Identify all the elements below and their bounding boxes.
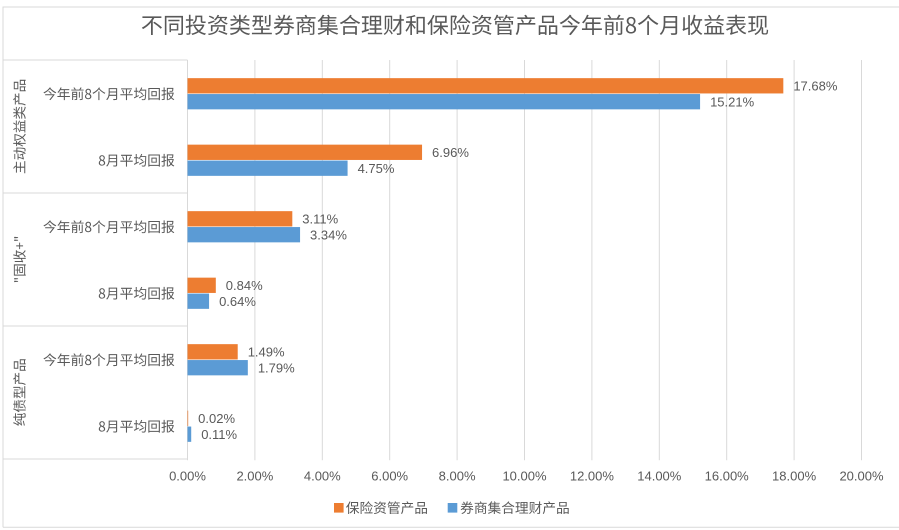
svg-text:20.00%: 20.00% bbox=[839, 469, 884, 484]
svg-text:6.00%: 6.00% bbox=[371, 469, 408, 484]
svg-text:0.02%: 0.02% bbox=[198, 411, 235, 426]
svg-text:18.00%: 18.00% bbox=[772, 469, 817, 484]
svg-text:12.00%: 12.00% bbox=[570, 469, 615, 484]
svg-text:15.21%: 15.21% bbox=[710, 94, 755, 109]
svg-text:0.00%: 0.00% bbox=[169, 469, 206, 484]
svg-text:6.96%: 6.96% bbox=[432, 145, 469, 160]
svg-text:3.34%: 3.34% bbox=[310, 227, 347, 242]
svg-text:0.64%: 0.64% bbox=[219, 294, 256, 309]
svg-text:4.00%: 4.00% bbox=[304, 469, 341, 484]
svg-text:10.00%: 10.00% bbox=[502, 469, 547, 484]
svg-text:1.49%: 1.49% bbox=[248, 345, 285, 360]
svg-text:3.11%: 3.11% bbox=[302, 212, 338, 227]
svg-text:0.11%: 0.11% bbox=[201, 427, 237, 442]
svg-text:16.00%: 16.00% bbox=[705, 469, 750, 484]
svg-text:4.75%: 4.75% bbox=[358, 161, 395, 176]
svg-text:0.84%: 0.84% bbox=[226, 278, 263, 293]
svg-text:1.79%: 1.79% bbox=[258, 360, 295, 375]
svg-text:14.00%: 14.00% bbox=[637, 469, 682, 484]
svg-text:17.68%: 17.68% bbox=[793, 79, 838, 94]
svg-text:8.00%: 8.00% bbox=[439, 469, 476, 484]
svg-text:2.00%: 2.00% bbox=[236, 469, 273, 484]
